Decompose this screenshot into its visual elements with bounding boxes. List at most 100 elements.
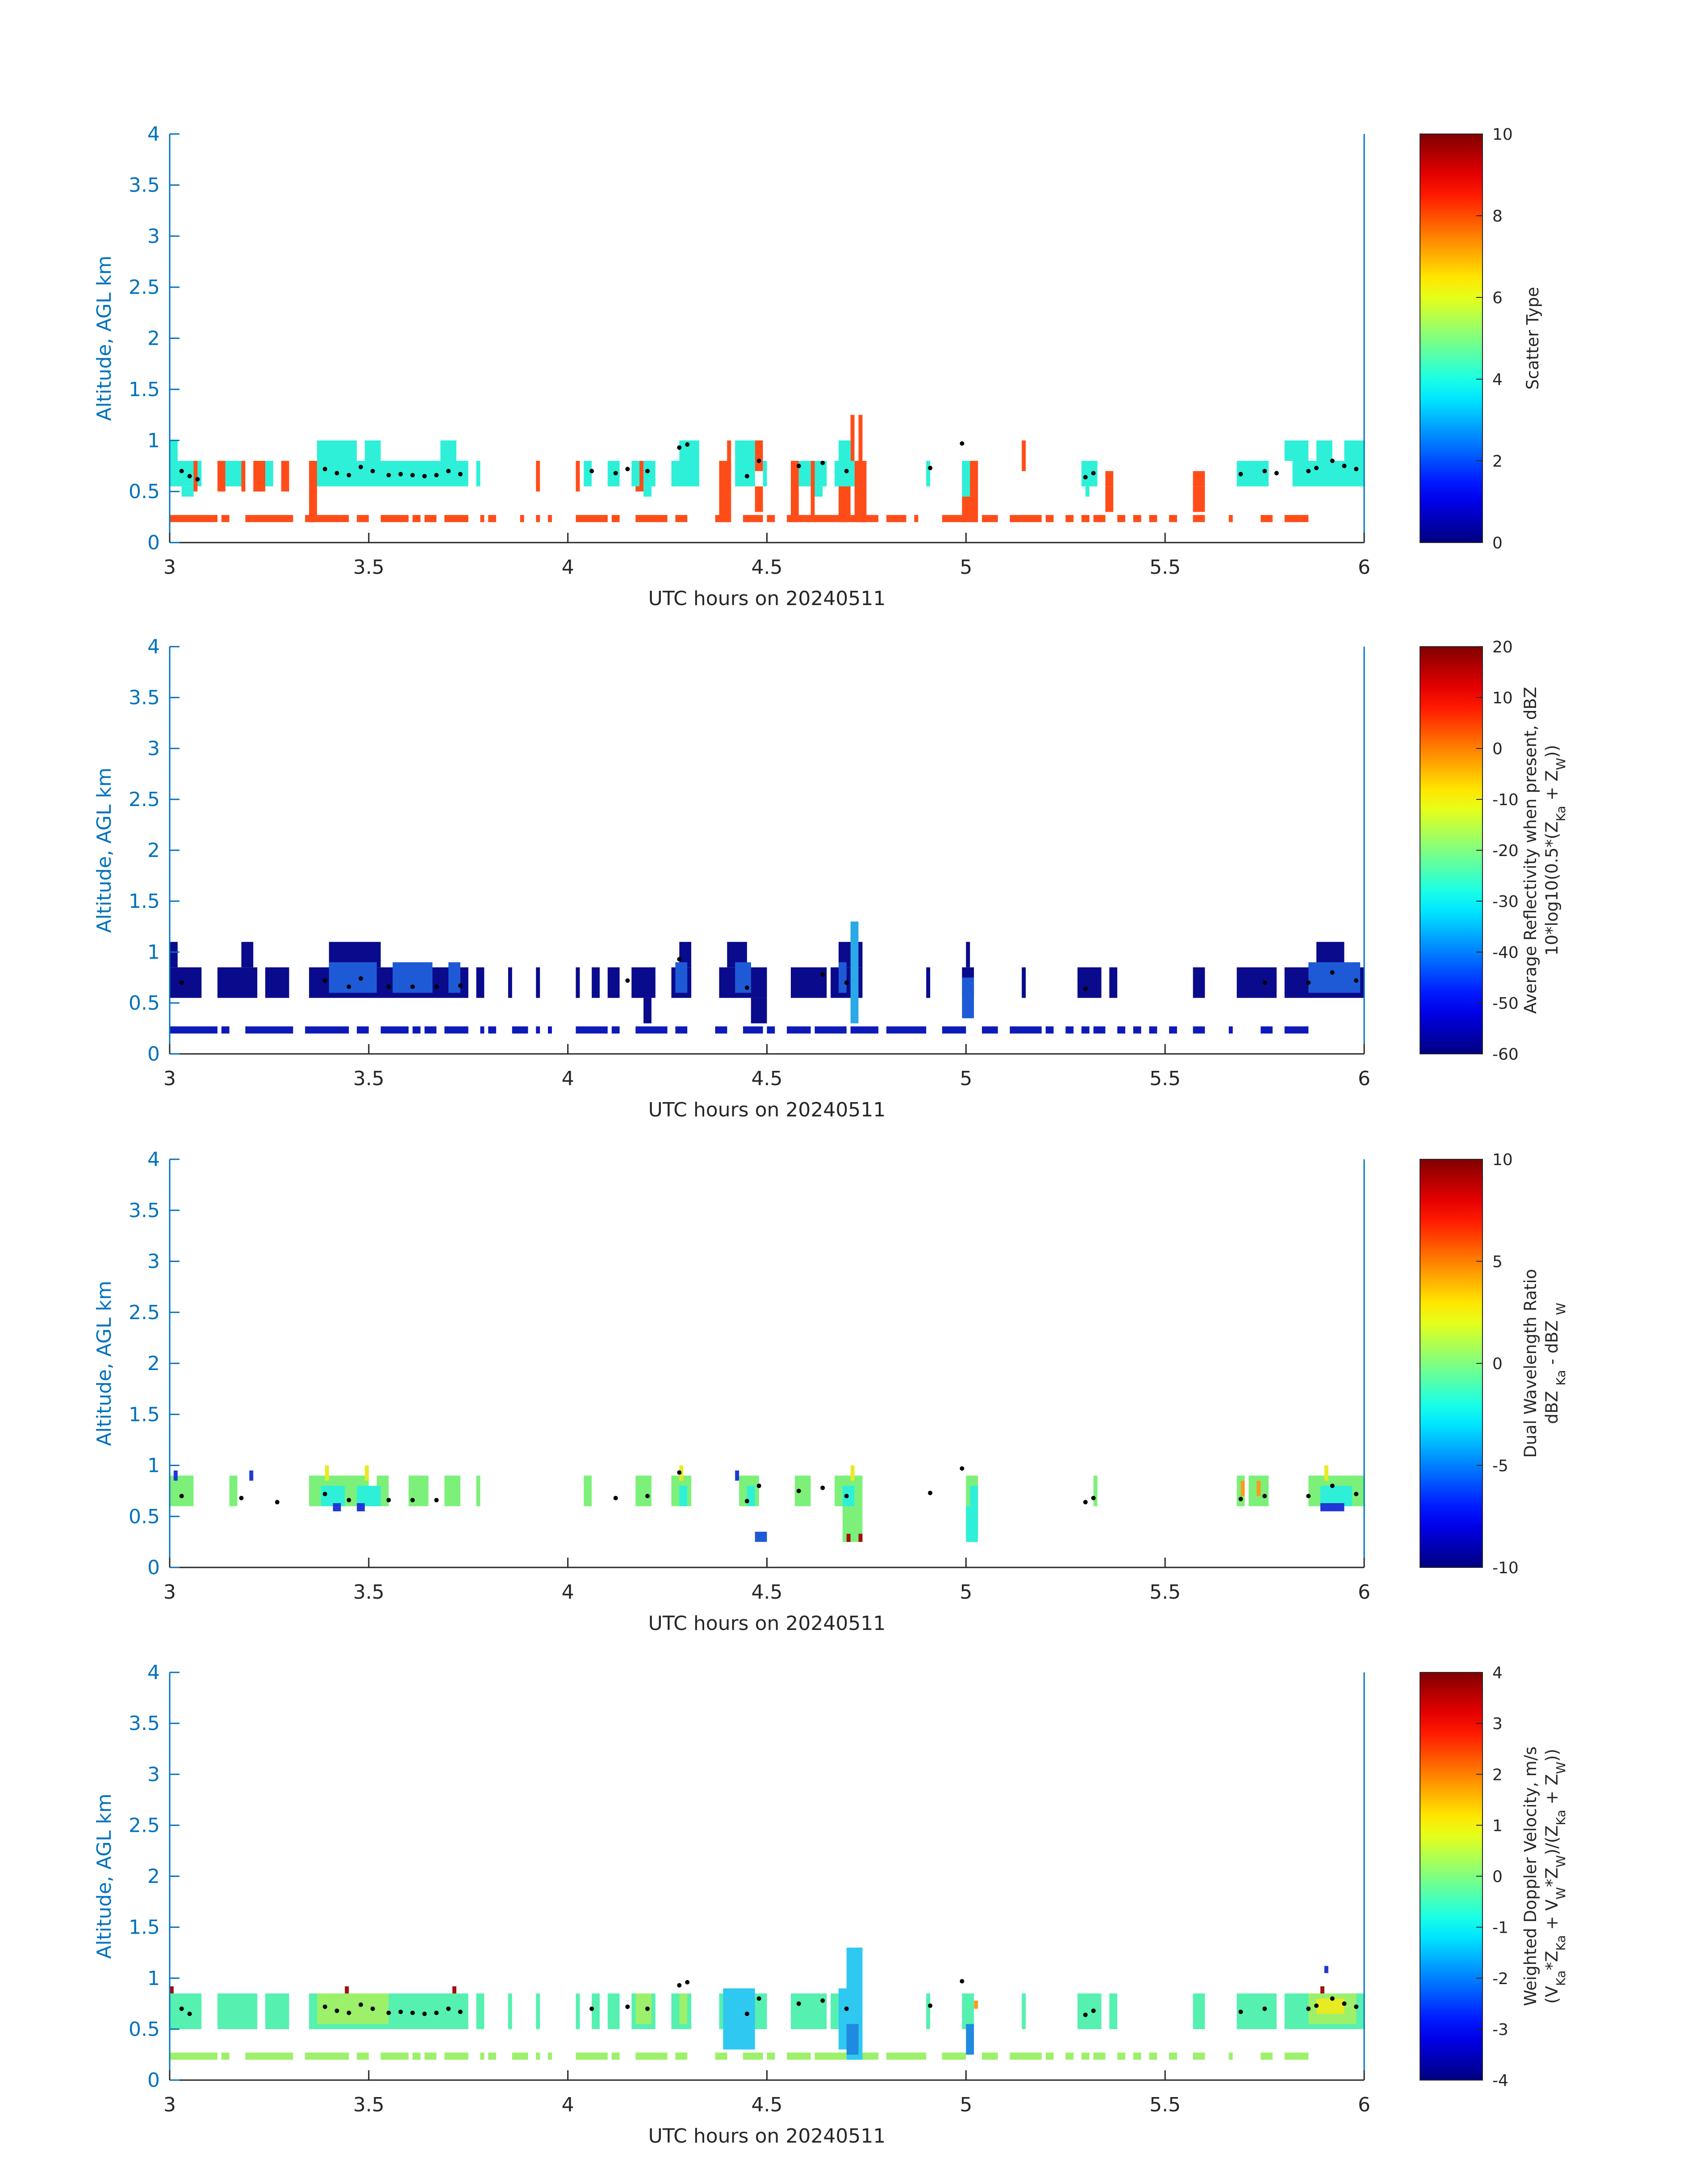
y-tick-label: 1	[147, 429, 160, 452]
y-tick-label: 2.5	[129, 788, 160, 811]
data-point	[1262, 980, 1267, 985]
data-cell	[536, 1993, 540, 2029]
data-cell	[643, 461, 656, 487]
colorbar-label: 10*log10(0.5*(ZKa + ZW))	[1542, 745, 1568, 956]
data-point	[386, 2010, 391, 2015]
data-cell	[309, 461, 317, 522]
data-cell	[281, 461, 289, 492]
data-cell	[357, 1026, 369, 1034]
y-tick-label: 0	[147, 2069, 160, 2092]
data-cells	[170, 415, 1364, 522]
colorbar-tick-label: 5	[1492, 1253, 1503, 1271]
data-cell	[1065, 2052, 1074, 2060]
data-cell	[767, 1026, 775, 1034]
y-tick-label: 0	[147, 1043, 160, 1066]
data-cell	[631, 967, 656, 998]
data-cell	[265, 461, 273, 487]
data-cell	[767, 2052, 775, 2060]
data-point	[347, 984, 351, 989]
data-cell	[1065, 1026, 1074, 1034]
data-cell	[1093, 1475, 1098, 1506]
data-cell	[576, 2052, 608, 2060]
data-cell	[576, 1993, 580, 2029]
data-cell	[1065, 515, 1074, 522]
data-point	[677, 1983, 682, 1988]
data-cell	[926, 967, 931, 998]
data-cell	[1010, 1026, 1042, 1034]
data-cell	[747, 1486, 755, 1506]
colorbar-label: (VKa*ZKa + VW*ZW)/(ZKa + ZW))	[1542, 1749, 1568, 2004]
data-cell	[584, 461, 592, 487]
data-point	[410, 473, 415, 477]
data-point	[844, 2006, 849, 2011]
x-tick-label: 5.5	[1149, 1581, 1181, 1604]
data-point	[275, 1500, 280, 1504]
data-cell	[643, 486, 651, 497]
data-cell	[221, 1026, 230, 1034]
data-point	[398, 2010, 403, 2014]
data-cell	[810, 461, 815, 522]
data-cell	[357, 1503, 365, 1512]
data-cell	[265, 967, 289, 998]
data-cell	[508, 967, 512, 998]
data-cell	[249, 1470, 254, 1481]
data-cell	[170, 1993, 202, 2029]
data-point	[685, 442, 690, 447]
data-cell	[858, 415, 863, 461]
colorbar-tick-label: -10	[1492, 791, 1519, 809]
data-cell	[1117, 1026, 1125, 1034]
data-cell	[452, 1986, 456, 1993]
data-cells	[170, 1465, 1364, 1542]
data-point	[1274, 471, 1279, 476]
colorbar-tick-label: -30	[1492, 893, 1519, 911]
data-cell	[966, 942, 970, 968]
colorbar-tick-label: 2	[1492, 452, 1503, 471]
data-cell	[584, 1475, 592, 1506]
data-cell	[444, 1026, 468, 1034]
data-cell	[520, 515, 524, 522]
y-tick-label: 4	[147, 1148, 160, 1171]
data-point	[1314, 466, 1319, 470]
data-cell	[1010, 2052, 1042, 2060]
data-cell	[1193, 486, 1205, 512]
data-cell	[1010, 515, 1042, 522]
data-cell	[444, 515, 468, 522]
data-cell	[982, 515, 998, 522]
data-cell	[743, 515, 763, 522]
data-point	[1083, 2012, 1088, 2017]
data-cell	[1308, 962, 1361, 993]
y-tick-label: 1.5	[129, 890, 160, 913]
data-cell	[1169, 515, 1177, 522]
y-tick-label: 1.5	[129, 1916, 160, 1939]
data-cell	[480, 2052, 484, 2060]
data-cell	[675, 2052, 688, 2060]
data-cell	[576, 967, 580, 998]
data-point	[1330, 459, 1335, 463]
data-cell	[858, 1534, 863, 1542]
data-cell	[476, 1993, 484, 2029]
data-cell	[245, 515, 293, 522]
data-cell	[966, 1506, 978, 1542]
data-cell	[1077, 967, 1102, 998]
x-tick-label: 4.5	[752, 1581, 783, 1604]
data-cell	[914, 515, 919, 522]
data-cell	[548, 515, 552, 522]
data-cell	[814, 515, 847, 522]
y-tick-label: 2.5	[129, 276, 160, 299]
data-cell	[1085, 486, 1090, 497]
data-cells	[170, 921, 1364, 1034]
data-cell	[345, 1986, 349, 1993]
y-tick-label: 3	[147, 737, 160, 760]
data-cell	[241, 942, 254, 968]
data-cell	[791, 461, 799, 522]
colorbar-tick-label: 0	[1492, 740, 1503, 758]
data-cell	[1149, 1026, 1157, 1034]
data-point	[322, 2004, 327, 2009]
colorbar-tick-label: -2	[1492, 1970, 1508, 1988]
y-axis-label: Altitude, AGL km	[93, 768, 116, 933]
data-point	[613, 1496, 618, 1500]
y-tick-label: 0.5	[129, 1505, 160, 1528]
data-cell	[715, 1026, 727, 1034]
data-cell	[357, 2052, 369, 2060]
data-cell	[480, 515, 484, 522]
